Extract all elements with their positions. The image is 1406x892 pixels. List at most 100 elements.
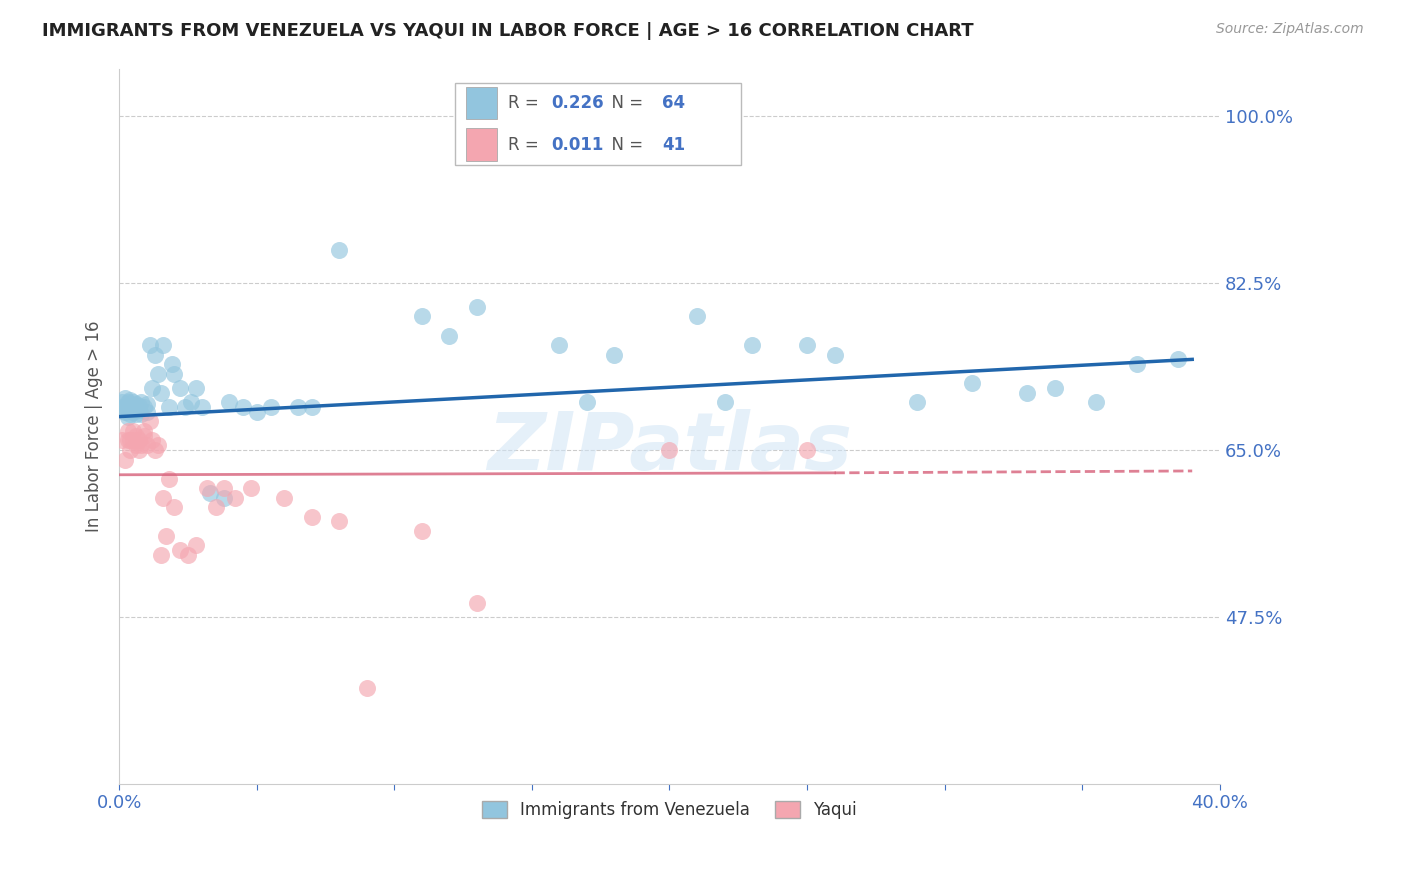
Point [122, 405, 145, 419]
Point [157, 472, 180, 486]
Point [246, 405, 269, 419]
Point [143, 442, 166, 457]
Bar [465, 128, 496, 161]
Point [120, 442, 142, 457]
Legend: Immigrants from Venezuela, Yaqui: Immigrants from Venezuela, Yaqui [475, 794, 863, 825]
Point [111, 395, 134, 409]
Point [411, 310, 433, 324]
Point [741, 338, 763, 352]
Point [114, 400, 136, 414]
Point [128, 399, 150, 413]
Point [1167, 352, 1189, 367]
Point [198, 486, 221, 500]
Point [212, 491, 235, 505]
Point [465, 300, 488, 314]
Text: 41: 41 [662, 136, 685, 153]
Point [174, 400, 197, 414]
Point [1126, 357, 1149, 371]
Point [125, 438, 148, 452]
Text: N =: N = [602, 95, 648, 112]
Point [155, 529, 177, 543]
Point [152, 491, 174, 505]
Point [169, 543, 191, 558]
Point [1084, 395, 1107, 409]
Point [132, 424, 155, 438]
Point [186, 538, 208, 552]
Point [120, 400, 142, 414]
Point [204, 500, 226, 515]
Point [169, 381, 191, 395]
Text: 0.226: 0.226 [551, 95, 605, 112]
Point [186, 381, 208, 395]
Text: 0.011: 0.011 [551, 136, 605, 153]
Point [824, 348, 846, 362]
Point [1017, 385, 1039, 400]
FancyBboxPatch shape [456, 83, 741, 165]
Point [129, 395, 152, 409]
Point [960, 376, 983, 391]
Point [122, 400, 145, 414]
Point [138, 338, 160, 352]
Point [149, 548, 172, 562]
Point [713, 395, 735, 409]
Point [905, 395, 928, 409]
Point [128, 434, 150, 448]
Point [163, 500, 186, 515]
Bar [465, 87, 496, 120]
Point [152, 338, 174, 352]
Point [122, 434, 145, 448]
Text: N =: N = [602, 136, 648, 153]
Text: Source: ZipAtlas.com: Source: ZipAtlas.com [1216, 22, 1364, 37]
Text: 64: 64 [662, 95, 685, 112]
Point [120, 407, 142, 421]
Point [138, 414, 160, 428]
Point [658, 442, 681, 457]
Point [135, 438, 157, 452]
Point [301, 509, 323, 524]
Point [191, 400, 214, 414]
Text: IMMIGRANTS FROM VENEZUELA VS YAQUI IN LABOR FORCE | AGE > 16 CORRELATION CHART: IMMIGRANTS FROM VENEZUELA VS YAQUI IN LA… [42, 22, 974, 40]
Point [411, 524, 433, 538]
Point [135, 397, 157, 411]
Point [163, 367, 186, 381]
Point [439, 328, 461, 343]
Point [328, 243, 350, 257]
Point [212, 481, 235, 495]
Point [218, 395, 240, 409]
Point [111, 400, 134, 414]
Point [122, 424, 145, 438]
Point [125, 397, 148, 411]
Point [548, 338, 571, 352]
Point [117, 434, 139, 448]
Point [157, 400, 180, 414]
Point [575, 395, 598, 409]
Point [686, 310, 709, 324]
Point [149, 385, 172, 400]
Text: R =: R = [508, 136, 544, 153]
Point [146, 438, 169, 452]
Point [240, 481, 263, 495]
Point [160, 357, 183, 371]
Point [117, 403, 139, 417]
Point [114, 391, 136, 405]
Point [1043, 381, 1066, 395]
Text: R =: R = [508, 95, 544, 112]
Point [135, 405, 157, 419]
Point [796, 442, 818, 457]
Point [117, 395, 139, 409]
Point [224, 491, 246, 505]
Point [796, 338, 818, 352]
Point [132, 400, 155, 414]
Point [114, 452, 136, 467]
Point [111, 434, 134, 448]
Text: ZIPatlas: ZIPatlas [486, 409, 852, 486]
Point [143, 348, 166, 362]
Point [128, 442, 150, 457]
Point [180, 395, 202, 409]
Point [232, 400, 254, 414]
Point [301, 400, 323, 414]
Point [125, 428, 148, 442]
Point [120, 393, 142, 408]
Point [114, 405, 136, 419]
Y-axis label: In Labor Force | Age > 16: In Labor Force | Age > 16 [86, 320, 103, 532]
